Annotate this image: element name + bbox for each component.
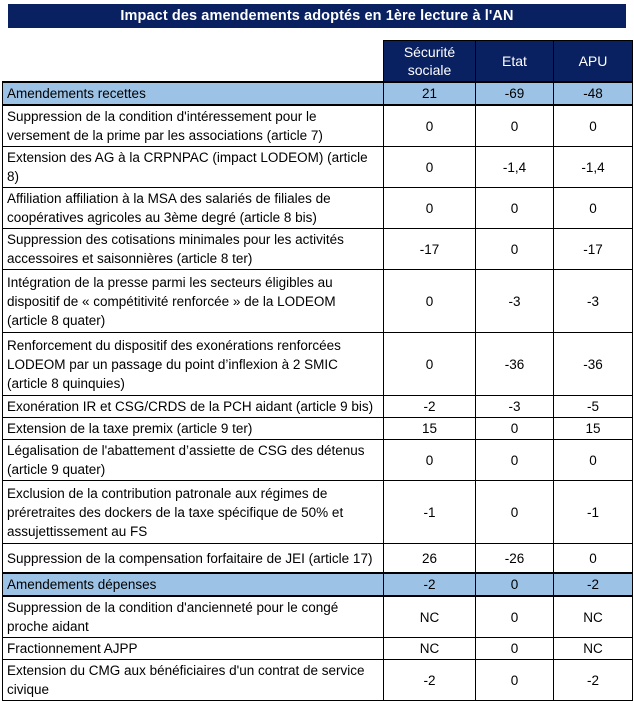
row-label: Suppression de la condition d'ancienneté… (2, 595, 384, 638)
table-row: Fractionnement AJPP NC 0 NC (2, 637, 633, 660)
value-apu: -36 (553, 332, 633, 396)
value-apu: -17 (553, 228, 633, 270)
table-row: Renforcement du dispositif des exonérati… (2, 332, 633, 396)
value-apu: 0 (553, 439, 633, 481)
table-row: Affiliation affiliation à la MSA des sal… (2, 187, 633, 229)
page-title: Impact des amendements adoptés en 1ère l… (120, 8, 514, 24)
value-apu: 0 (553, 543, 633, 574)
table-row: Exclusion de la contribution patronale a… (2, 480, 633, 544)
value-apu: 0 (553, 104, 633, 147)
value-apu: -2 (553, 572, 633, 597)
table-row: Exonération IR et CSG/CRDS de la PCH aid… (2, 395, 633, 418)
header-row: Sécurité sociale Etat APU (2, 40, 633, 83)
value-etat: 0 (475, 228, 554, 270)
row-label: Exclusion de la contribution patronale a… (2, 480, 384, 544)
section-row-depenses: Amendements dépenses -2 0 -2 (2, 572, 633, 597)
row-label: Intégration de la presse parmi les secte… (2, 269, 384, 333)
row-label: Amendements dépenses (2, 572, 384, 597)
value-etat: 0 (475, 439, 554, 481)
row-label: Suppression de la condition d'intéressem… (2, 104, 384, 147)
value-etat: 0 (475, 637, 554, 660)
value-etat: -3 (475, 395, 554, 418)
table-row: Suppression de la condition d'ancienneté… (2, 595, 633, 638)
value-etat: -3 (475, 269, 554, 333)
value-securite-sociale: 15 (383, 417, 476, 440)
row-label: Extension du CMG aux bénéficiaires d'un … (2, 659, 384, 701)
row-label: Affiliation affiliation à la MSA des sal… (2, 187, 384, 229)
header-securite-sociale: Sécurité sociale (383, 40, 476, 83)
value-apu: -1 (553, 480, 633, 544)
value-apu: -1,4 (553, 146, 633, 188)
value-securite-sociale: 0 (383, 332, 476, 396)
value-securite-sociale: 26 (383, 543, 476, 574)
section-row-recettes: Amendements recettes 21 -69 -48 (2, 81, 633, 106)
value-apu: -2 (553, 659, 633, 701)
row-label: Extension des AG à la CRPNPAC (impact LO… (2, 146, 384, 188)
table-row: Légalisation de l'abattement d’assiette … (2, 439, 633, 481)
value-securite-sociale: 0 (383, 269, 476, 333)
value-apu: 15 (553, 417, 633, 440)
value-securite-sociale: -2 (383, 659, 476, 701)
title-bar: Impact des amendements adoptés en 1ère l… (8, 4, 626, 28)
row-label: Renforcement du dispositif des exonérati… (2, 332, 384, 396)
value-etat: 0 (475, 417, 554, 440)
value-securite-sociale: NC (383, 595, 476, 638)
header-etat: Etat (475, 40, 554, 83)
table-row: Extension du CMG aux bénéficiaires d'un … (2, 659, 633, 701)
value-securite-sociale: -2 (383, 395, 476, 418)
value-apu: -48 (553, 81, 633, 106)
value-etat: -69 (475, 81, 554, 106)
value-etat: 0 (475, 659, 554, 701)
value-etat: 0 (475, 572, 554, 597)
value-securite-sociale: -17 (383, 228, 476, 270)
row-label: Suppression des cotisations minimales po… (2, 228, 384, 270)
value-etat: 0 (475, 595, 554, 638)
impact-table: Sécurité sociale Etat APU Amendements re… (2, 40, 633, 701)
header-apu: APU (553, 40, 633, 83)
value-securite-sociale: 0 (383, 439, 476, 481)
value-etat: -1,4 (475, 146, 554, 188)
table-row: Extension des AG à la CRPNPAC (impact LO… (2, 146, 633, 188)
value-apu: 0 (553, 187, 633, 229)
value-securite-sociale: 0 (383, 187, 476, 229)
value-etat: 0 (475, 187, 554, 229)
row-label: Extension de la taxe premix (article 9 t… (2, 417, 384, 440)
value-securite-sociale: 0 (383, 104, 476, 147)
value-securite-sociale: 21 (383, 81, 476, 106)
value-etat: -26 (475, 543, 554, 574)
value-etat: 0 (475, 104, 554, 147)
table-row: Suppression de la compensation forfaitai… (2, 543, 633, 574)
row-label: Exonération IR et CSG/CRDS de la PCH aid… (2, 395, 384, 418)
value-apu: -5 (553, 395, 633, 418)
table-header: Sécurité sociale Etat APU (2, 40, 633, 83)
table-row: Extension de la taxe premix (article 9 t… (2, 417, 633, 440)
row-label: Fractionnement AJPP (2, 637, 384, 660)
table-row: Intégration de la presse parmi les secte… (2, 269, 633, 333)
value-apu: NC (553, 595, 633, 638)
row-label: Légalisation de l'abattement d’assiette … (2, 439, 384, 481)
value-etat: 0 (475, 480, 554, 544)
value-securite-sociale: -2 (383, 572, 476, 597)
value-securite-sociale: 0 (383, 146, 476, 188)
row-label: Amendements recettes (2, 81, 384, 106)
value-securite-sociale: -1 (383, 480, 476, 544)
table-row: Suppression de la condition d'intéressem… (2, 104, 633, 147)
header-blank-cell (2, 40, 384, 82)
value-etat: -36 (475, 332, 554, 396)
value-securite-sociale: NC (383, 637, 476, 660)
table-row: Suppression des cotisations minimales po… (2, 228, 633, 270)
row-label: Suppression de la compensation forfaitai… (2, 543, 384, 574)
value-apu: NC (553, 637, 633, 660)
value-apu: -3 (553, 269, 633, 333)
